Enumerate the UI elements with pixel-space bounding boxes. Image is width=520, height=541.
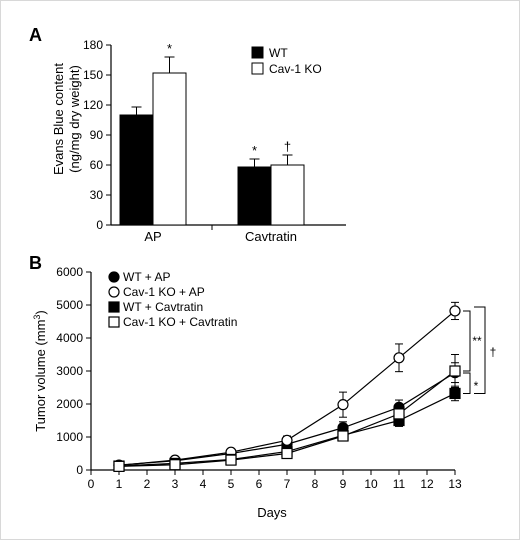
panel-a-bar: [270, 164, 305, 226]
panel-a-y-tick-label: 90: [90, 128, 104, 142]
panel-b-ylabel-sup: 3: [32, 315, 42, 320]
panel-b-y-tick-label: 6000: [56, 265, 83, 279]
panel-b-x-tick-label: 1: [116, 477, 123, 491]
panel-b-x-tick-label: 7: [284, 477, 291, 491]
panel-a-ylabel: Evans Blue content: [51, 63, 66, 175]
panel-b-ylabel: Tumor volume (mm3): [32, 310, 48, 432]
panel-b-y-tick-label: 3000: [56, 364, 83, 378]
panel-b-x-tick-label: 13: [448, 477, 462, 491]
panel-b-y-tick-label: 4000: [56, 331, 83, 345]
panel-b-x-tick-label: 6: [256, 477, 263, 491]
panel-b-data-point: [337, 399, 349, 411]
panel-b-ylabel-main: Tumor volume (mm: [33, 320, 48, 432]
panel-b-y-tick-label: 2000: [56, 397, 83, 411]
panel-a-y-tick-label: 120: [83, 98, 103, 112]
panel-b-x-tick-label: 5: [228, 477, 235, 491]
panel-a-significance-mark: *: [167, 41, 172, 56]
panel-a-ylabel-units: (ng/mg dry weight): [67, 65, 82, 173]
panel-b-data-point: [449, 365, 461, 377]
panel-b-data-point: [449, 387, 461, 400]
panel-b-legend-marker: [108, 316, 120, 328]
panel-a-legend-label: WT: [269, 46, 288, 60]
panel-b-x-tick-label: 2: [144, 477, 151, 491]
panel-a-y-tick-label: 180: [83, 38, 103, 52]
panel-a-y-tick-label: 0: [96, 218, 103, 232]
panel-b-data-point: [393, 352, 405, 364]
panel-b-data-point: [169, 459, 181, 471]
panel-a-y-tick-label: 150: [83, 68, 103, 82]
panel-a-category-label: Cavtratin: [245, 229, 297, 244]
panel-b-legend-marker: [108, 286, 120, 298]
panel-b-legend-marker: [108, 271, 120, 283]
panel-a-y-tick-label: 60: [90, 158, 104, 172]
panel-b-data-point: [281, 447, 293, 460]
panel-b-legend-label: Cav-1 KO + AP: [123, 285, 205, 299]
panel-b-y-tick-label: 0: [76, 463, 83, 477]
panel-b-legend-label: WT + AP: [123, 270, 170, 284]
panel-b-ylabel-close: ): [33, 310, 48, 314]
panel-b-data-point: [281, 434, 293, 446]
panel-b-y-tick-label: 1000: [56, 430, 83, 444]
panel-b-x-tick-label: 4: [200, 477, 207, 491]
panel-b-data-point: [337, 430, 349, 442]
panel-b-legend-label: WT + Cavtratin: [123, 300, 203, 314]
panel-b-x-tick-label: 8: [312, 477, 319, 491]
panel-b-data-point: [113, 460, 125, 472]
panel-a-significance-mark: †: [284, 139, 291, 154]
panel-a-legend-label: Cav-1 KO: [269, 62, 322, 76]
panel-b-xlabel: Days: [257, 505, 287, 520]
panel-b-data-point: [393, 408, 405, 420]
panel-b-x-tick-label: 9: [340, 477, 347, 491]
panel-b-x-tick-label: 10: [364, 477, 378, 491]
panel-b-legend-marker: [108, 301, 120, 313]
panel-b-significance-bracket: [463, 310, 471, 372]
panel-b-x-tick-label: 3: [172, 477, 179, 491]
panel-b-label: B: [29, 253, 42, 273]
panel-b-significance-mark: **: [472, 334, 482, 348]
panel-a-label: A: [29, 25, 42, 45]
panel-a-bar: [237, 166, 272, 226]
panel-b-significance-bracket: [474, 306, 486, 394]
panel-b-x-tick-label: 11: [393, 477, 406, 491]
panel-a-legend-swatch: [251, 62, 264, 75]
panel-b-significance-bracket: [463, 372, 471, 394]
panel-b-y-tick-label: 5000: [56, 298, 83, 312]
panel-a-significance-mark: *: [252, 143, 257, 158]
panel-b-x-tick-label: 0: [88, 477, 95, 491]
panel-b-legend-label: Cav-1 KO + Cavtratin: [123, 315, 237, 329]
panel-a-bar: [119, 114, 154, 226]
panel-b-data-point: [225, 454, 237, 466]
panel-a-y-tick-label: 30: [90, 188, 104, 202]
panel-b-data-point: [449, 305, 461, 317]
panel-b-significance-mark: *: [474, 379, 479, 393]
panel-a-legend-swatch: [251, 46, 264, 59]
panel-b-significance-mark: †: [490, 345, 497, 359]
panel-a-category-label: AP: [144, 229, 161, 244]
panel-a-bar: [152, 72, 187, 226]
panel-b-x-tick-label: 12: [420, 477, 434, 491]
